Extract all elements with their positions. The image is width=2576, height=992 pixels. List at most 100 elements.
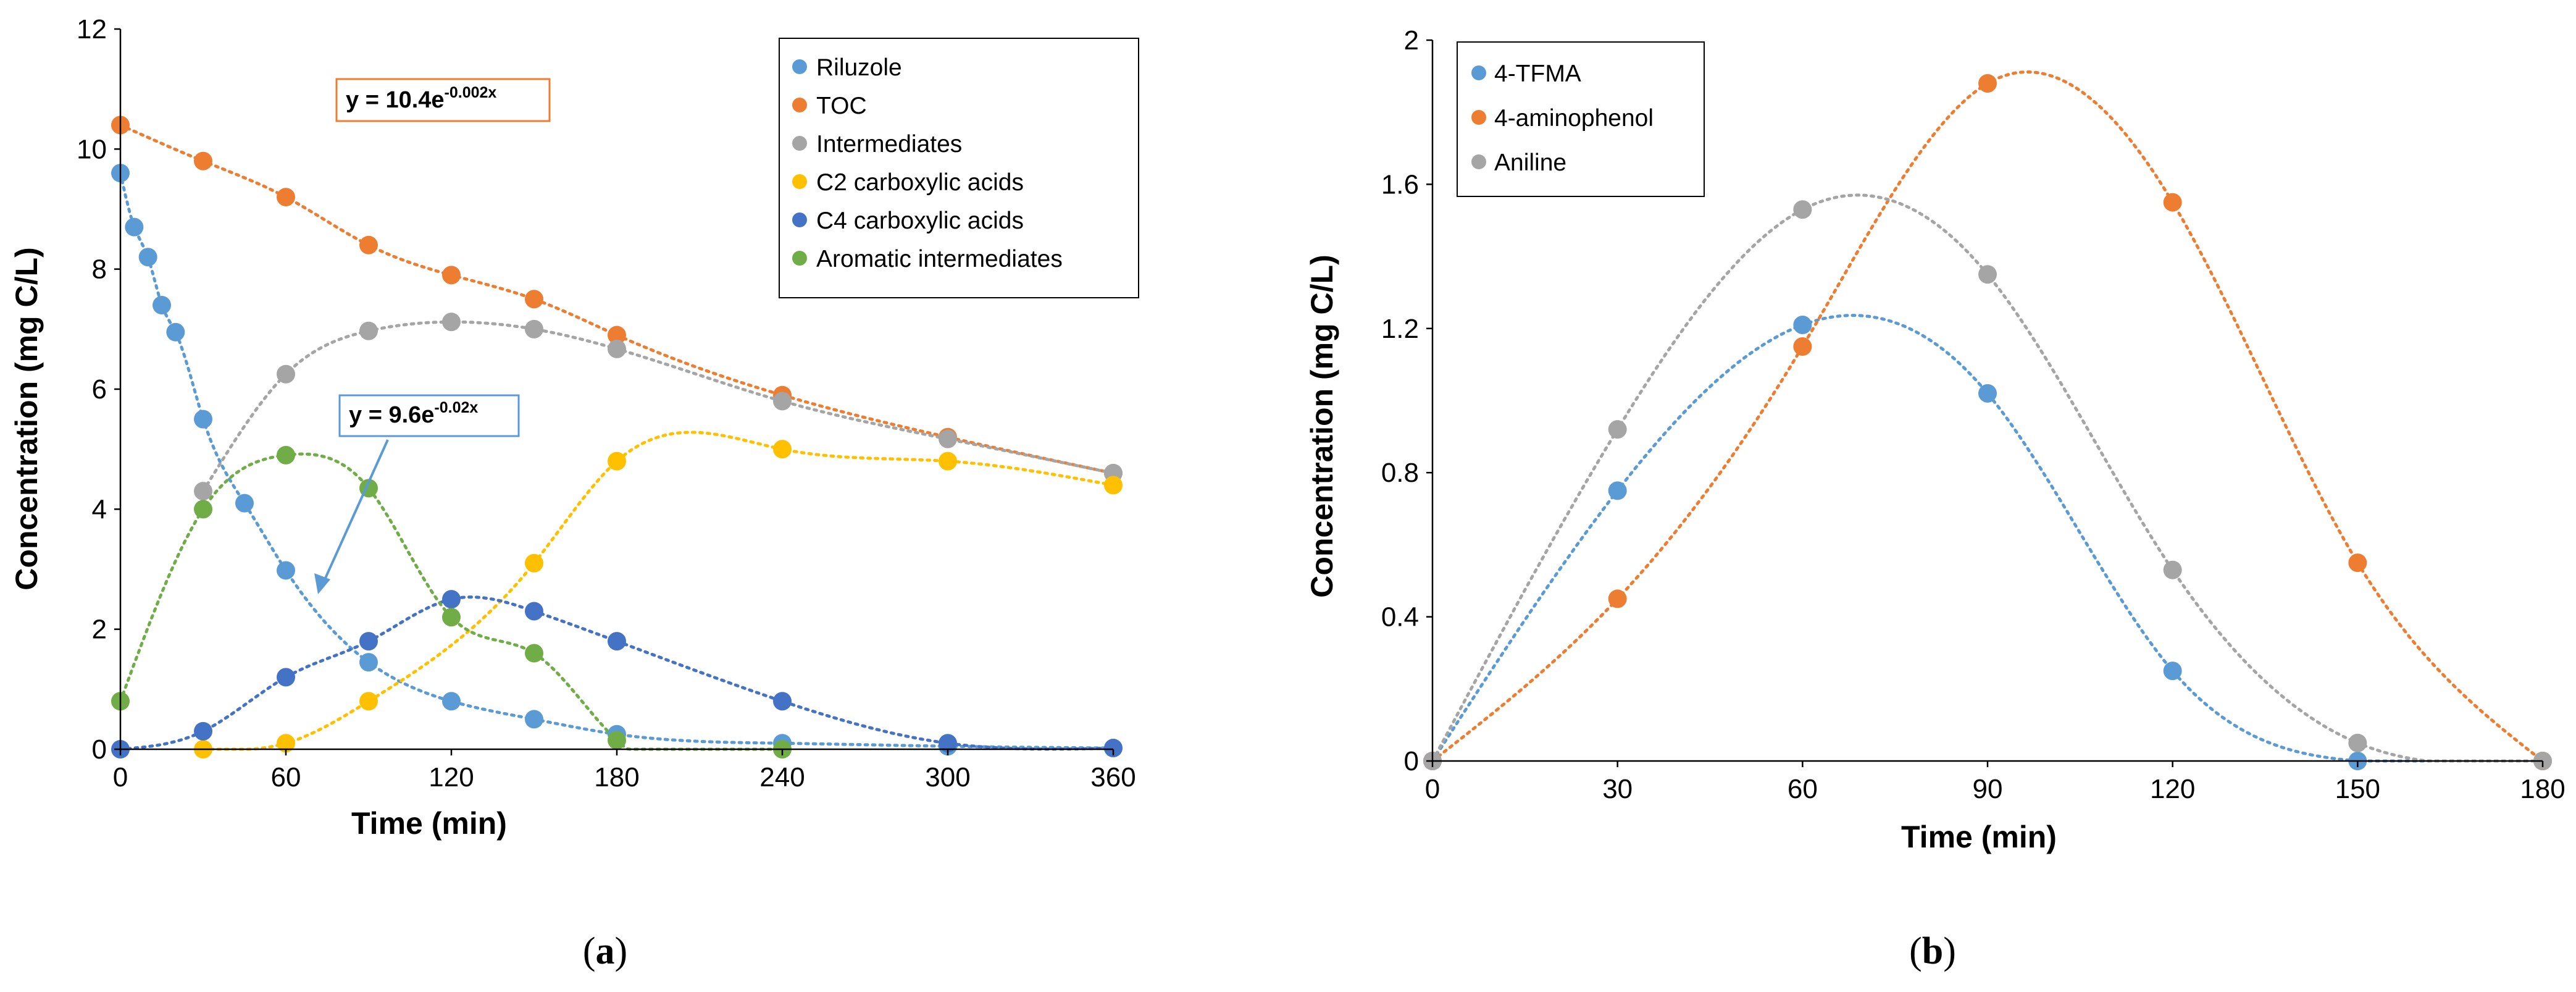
- panel-a-riluzole-equation: y = 9.6e-0.02x: [314, 394, 520, 594]
- data-point-c4-carboxylic-acids: [1104, 739, 1123, 758]
- data-point-riluzole: [235, 494, 254, 513]
- data-point-riluzole: [277, 561, 295, 580]
- data-point-4-aminophenol: [1978, 74, 1997, 93]
- data-point-4-tfma: [1978, 384, 1997, 403]
- x-tick-label: 180: [594, 762, 639, 792]
- data-point-intermediates: [359, 321, 378, 340]
- data-point-4-aminophenol: [2163, 193, 2182, 212]
- data-point-riluzole: [525, 710, 543, 729]
- data-point-intermediates: [608, 339, 626, 358]
- panel-b-x-axis-title: Time (min): [1901, 820, 2057, 854]
- data-point-aromatic-intermediates: [608, 731, 626, 750]
- y-tick-label: 6: [92, 374, 107, 405]
- data-point-riluzole: [442, 692, 461, 711]
- series-c4-carboxylic-acids: [111, 590, 1123, 759]
- data-point-c2-carboxylic-acids: [277, 734, 295, 753]
- legend-item-c2-carboxylic-acids: C2 carboxylic acids: [792, 169, 1024, 196]
- data-point-4-tfma: [1608, 481, 1627, 500]
- x-tick-label: 60: [271, 762, 301, 792]
- data-point-toc: [359, 235, 378, 254]
- panel-b-tick-labels: 0 0.4 0.8 1.2 1.6 2 0 30 60 90 120 150 180: [1381, 25, 2566, 804]
- riluzole-equation-arrow: [321, 439, 389, 586]
- data-point-aromatic-intermediates: [525, 644, 543, 663]
- panel-b-legend: 4-TFMA 4-aminophenol Aniline: [1457, 41, 1705, 197]
- riluzole-equation-arrowhead: [314, 573, 330, 594]
- panel-a-legend: Riluzole TOC Intermediates C2 carboxylic…: [779, 38, 1139, 298]
- x-tick-label: 0: [1425, 774, 1440, 804]
- data-point-aromatic-intermediates: [194, 500, 212, 519]
- x-tick-label: 0: [113, 762, 128, 792]
- data-point-toc: [608, 326, 626, 345]
- data-point-c4-carboxylic-acids: [277, 668, 295, 687]
- toc-equation-exponent: -0.002x: [445, 84, 497, 101]
- data-point-c2-carboxylic-acids: [773, 440, 792, 459]
- y-tick-label: 4: [92, 494, 107, 524]
- x-tick-label: 240: [759, 762, 805, 792]
- data-point-intermediates: [194, 482, 212, 501]
- svg-text:Intermediates: Intermediates: [816, 131, 962, 158]
- svg-text:Aromatic intermediates: Aromatic intermediates: [816, 246, 1063, 272]
- data-point-4-tfma: [2163, 662, 2182, 681]
- data-point-intermediates: [277, 364, 295, 384]
- svg-text:C2 carboxylic acids: C2 carboxylic acids: [816, 169, 1024, 196]
- data-point-c2-carboxylic-acids: [359, 692, 378, 711]
- y-tick-label: 0.4: [1381, 602, 1419, 633]
- legend-item-c4-carboxylic-acids: C4 carboxylic acids: [792, 208, 1024, 234]
- svg-text:C4 carboxylic acids: C4 carboxylic acids: [816, 208, 1024, 234]
- svg-text:4-TFMA: 4-TFMA: [1494, 61, 1581, 87]
- x-tick-label: 30: [1602, 774, 1633, 804]
- y-tick-label: 2: [1404, 25, 1419, 56]
- data-point-4-tfma: [1793, 315, 1812, 334]
- data-point-riluzole: [138, 248, 157, 267]
- riluzole-equation-exponent: -0.02x: [434, 399, 478, 416]
- panel-a-toc-equation: y = 10.4e-0.002x: [335, 78, 551, 122]
- data-point-c2-carboxylic-acids: [525, 553, 543, 573]
- data-point-c4-carboxylic-acids: [194, 721, 212, 741]
- data-point-toc: [525, 290, 543, 309]
- chart-panel-b: 0 0.4 0.8 1.2 1.6 2 0 30 60 90 120 150 180 Time (min…: [1305, 25, 2566, 972]
- panel-a-x-axis-title: Time (min): [351, 806, 507, 841]
- x-tick-label: 180: [2520, 774, 2565, 804]
- data-point-aniline: [1793, 200, 1812, 219]
- svg-text:TOC: TOC: [816, 93, 867, 119]
- data-point-intermediates: [442, 313, 461, 332]
- data-point-riluzole: [194, 410, 212, 429]
- data-point-riluzole: [153, 295, 171, 314]
- data-point-aniline: [2163, 560, 2182, 579]
- data-point-4-aminophenol: [1608, 589, 1627, 608]
- svg-text:Aniline: Aniline: [1494, 149, 1566, 176]
- data-point-toc: [277, 188, 295, 207]
- x-tick-label: 120: [2150, 774, 2195, 804]
- svg-text:4-aminophenol: 4-aminophenol: [1494, 105, 1654, 132]
- x-tick-label: 300: [925, 762, 970, 792]
- data-point-4-aminophenol: [2348, 553, 2367, 573]
- panel-b-label: (b): [1909, 930, 1956, 972]
- data-point-riluzole: [166, 322, 185, 342]
- panel-a-y-axis-title: Concentration (mg C/L): [9, 247, 44, 591]
- data-point-aniline: [2348, 733, 2367, 752]
- data-point-aniline: [1978, 265, 1997, 284]
- data-point-intermediates: [773, 392, 792, 411]
- data-point-c2-carboxylic-acids: [608, 452, 626, 471]
- y-tick-label: 2: [92, 615, 107, 645]
- x-tick-label: 120: [429, 762, 474, 792]
- trendline-intermediates: [201, 320, 1115, 493]
- data-point-aniline: [1608, 420, 1627, 439]
- y-tick-label: 1.2: [1381, 314, 1419, 344]
- svg-text:Riluzole: Riluzole: [816, 54, 902, 81]
- data-point-c4-carboxylic-acids: [608, 632, 626, 651]
- legend-item-aniline: Aniline: [1471, 149, 1566, 176]
- legend-item-riluzole: Riluzole: [792, 54, 902, 81]
- legend-item-aromatic-intermediates: Aromatic intermediates: [792, 246, 1063, 272]
- series-c2-carboxylic-acids: [194, 431, 1123, 759]
- y-tick-label: 10: [77, 134, 107, 164]
- data-point-aromatic-intermediates: [442, 608, 461, 627]
- data-point-c4-carboxylic-acids: [773, 692, 792, 711]
- data-point-c2-carboxylic-acids: [1104, 476, 1123, 495]
- data-point-4-aminophenol: [1793, 337, 1812, 356]
- panel-b-y-axis-title: Concentration (mg C/L): [1305, 254, 1339, 598]
- y-tick-label: 0: [92, 734, 107, 765]
- panel-b-axes: [1426, 39, 2544, 767]
